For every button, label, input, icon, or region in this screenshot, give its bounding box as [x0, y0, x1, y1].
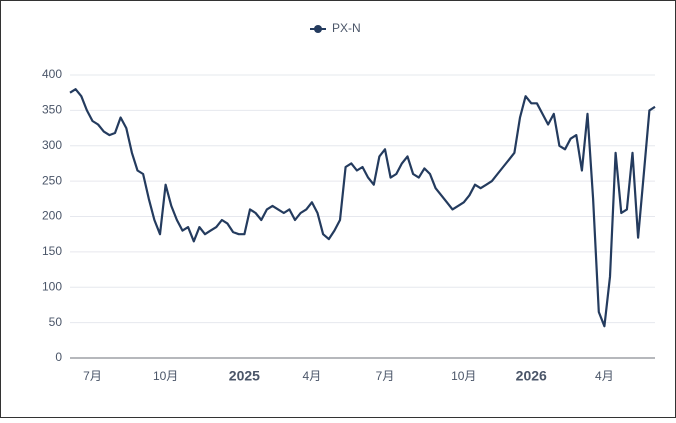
x-tick-label: 4月 — [595, 369, 614, 383]
x-tick-label: 10月 — [153, 369, 178, 383]
x-tick-label: 4月 — [303, 369, 322, 383]
x-tick-label: 7月 — [376, 369, 395, 383]
x-tick-label: 2026 — [516, 368, 547, 384]
y-tick-label: 200 — [42, 209, 62, 223]
y-tick-label: 300 — [42, 138, 62, 152]
y-tick-label: 0 — [55, 350, 62, 364]
legend-icon — [314, 25, 322, 33]
x-tick-label: 7月 — [83, 369, 102, 383]
y-tick-label: 50 — [49, 315, 63, 329]
y-tick-label: 150 — [42, 244, 62, 258]
y-tick-label: 100 — [42, 279, 62, 293]
line — [69, 88, 656, 328]
y-tick-label: 250 — [42, 173, 62, 187]
y-tick-label: 400 — [42, 67, 62, 81]
x-tick-label: 2025 — [229, 368, 260, 384]
y-tick-label: 350 — [42, 103, 62, 117]
x-tick-label: 10月 — [451, 369, 476, 383]
legend-label: PX-N — [332, 21, 361, 35]
